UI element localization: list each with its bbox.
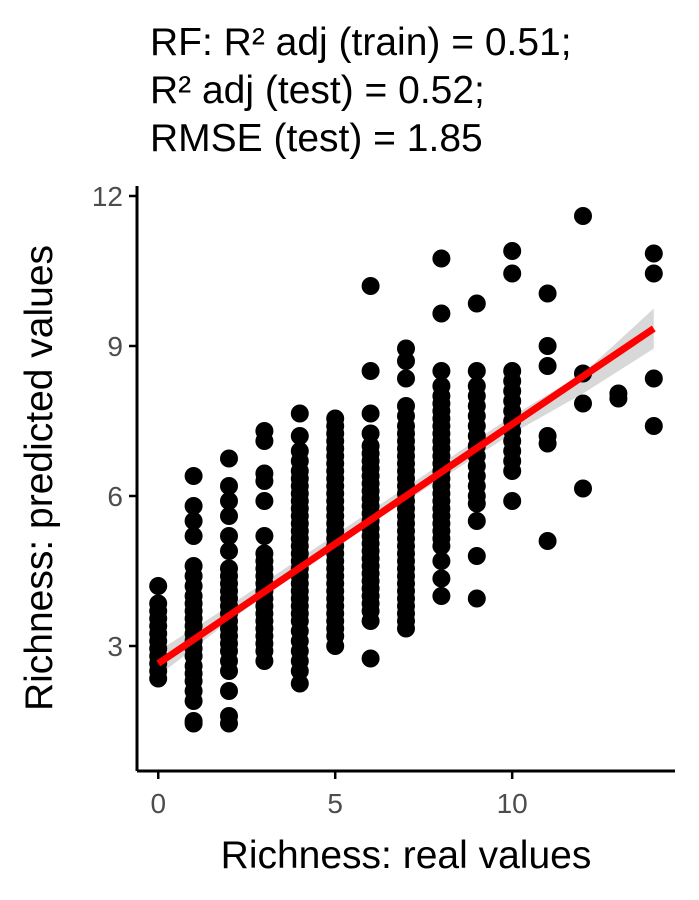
- x-tick-label: 10: [497, 788, 528, 819]
- chart-title: RF: R² adj (train) = 0.51; R² adj (test)…: [150, 21, 572, 160]
- data-point: [574, 394, 592, 413]
- data-point: [184, 557, 203, 575]
- data-point: [361, 404, 380, 423]
- data-point: [220, 682, 238, 700]
- data-point: [503, 492, 522, 510]
- data-point: [609, 384, 628, 403]
- data-point: [255, 492, 274, 510]
- y-axis-label: Richness: predicted values: [18, 245, 61, 711]
- y-tick-label: 12: [92, 181, 123, 212]
- data-point: [538, 427, 557, 445]
- title-line-1: RF: R² adj (train) = 0.51;: [150, 21, 572, 64]
- data-point: [432, 362, 451, 380]
- data-point: [574, 207, 592, 225]
- x-ticks: 0 5 10: [150, 771, 528, 819]
- data-point: [361, 424, 380, 443]
- data-point: [361, 649, 380, 668]
- data-point: [220, 527, 238, 545]
- data-point: [644, 417, 663, 435]
- data-point: [184, 497, 203, 515]
- data-point: [255, 527, 274, 545]
- data-point: [432, 587, 451, 605]
- data-point: [361, 437, 380, 455]
- data-point: [644, 369, 663, 388]
- points-layer: [149, 207, 663, 733]
- axes: [135, 186, 675, 773]
- data-point: [255, 422, 274, 440]
- data-point: [432, 249, 451, 268]
- data-point: [503, 264, 522, 283]
- data-point: [361, 362, 380, 380]
- data-point: [326, 409, 345, 428]
- data-point: [220, 507, 238, 525]
- data-point: [644, 264, 663, 283]
- data-point: [184, 712, 203, 730]
- data-point: [220, 542, 238, 560]
- data-point: [467, 547, 486, 565]
- data-point: [432, 569, 451, 588]
- data-point: [467, 294, 486, 313]
- data-point: [397, 397, 415, 415]
- data-point: [290, 442, 309, 460]
- data-point: [290, 427, 309, 445]
- data-point: [538, 337, 557, 355]
- data-point: [538, 357, 557, 375]
- data-point: [538, 284, 557, 303]
- data-point: [149, 577, 168, 595]
- data-point: [467, 512, 486, 530]
- x-tick-label: 0: [150, 788, 166, 819]
- y-tick-label: 9: [107, 331, 123, 362]
- data-point: [220, 477, 238, 495]
- fit-line-layer: [156, 325, 656, 667]
- y-tick-label: 6: [107, 481, 123, 512]
- x-axis-label: Richness: real values: [221, 834, 592, 877]
- data-point: [397, 352, 415, 370]
- data-point: [503, 362, 522, 380]
- data-point: [467, 377, 486, 395]
- data-point: [220, 707, 238, 725]
- data-point: [538, 532, 557, 550]
- data-point: [255, 464, 274, 483]
- data-point: [467, 362, 486, 380]
- data-point: [184, 512, 203, 530]
- data-point: [432, 552, 451, 570]
- data-point: [255, 544, 274, 563]
- data-point: [644, 244, 663, 263]
- data-point: [574, 479, 592, 498]
- data-point: [432, 377, 451, 395]
- data-point: [149, 594, 168, 613]
- data-point: [397, 339, 415, 358]
- data-point: [290, 674, 309, 693]
- title-line-2: R² adj (test) = 0.52;: [150, 69, 485, 112]
- y-tick-label: 3: [107, 631, 123, 662]
- data-point: [503, 242, 522, 260]
- data-point: [290, 404, 309, 423]
- data-point: [361, 277, 380, 295]
- data-point: [184, 467, 203, 485]
- y-ticks: 3 6 9 12: [92, 181, 137, 662]
- data-point: [220, 449, 238, 468]
- fit-line: [156, 325, 656, 667]
- data-point: [432, 304, 451, 323]
- data-point: [220, 492, 238, 510]
- data-point: [220, 559, 238, 578]
- data-point: [184, 527, 203, 545]
- x-tick-label: 5: [327, 788, 343, 819]
- title-line-3: RMSE (test) = 1.85: [150, 117, 483, 160]
- data-point: [397, 369, 415, 388]
- data-point: [467, 589, 486, 608]
